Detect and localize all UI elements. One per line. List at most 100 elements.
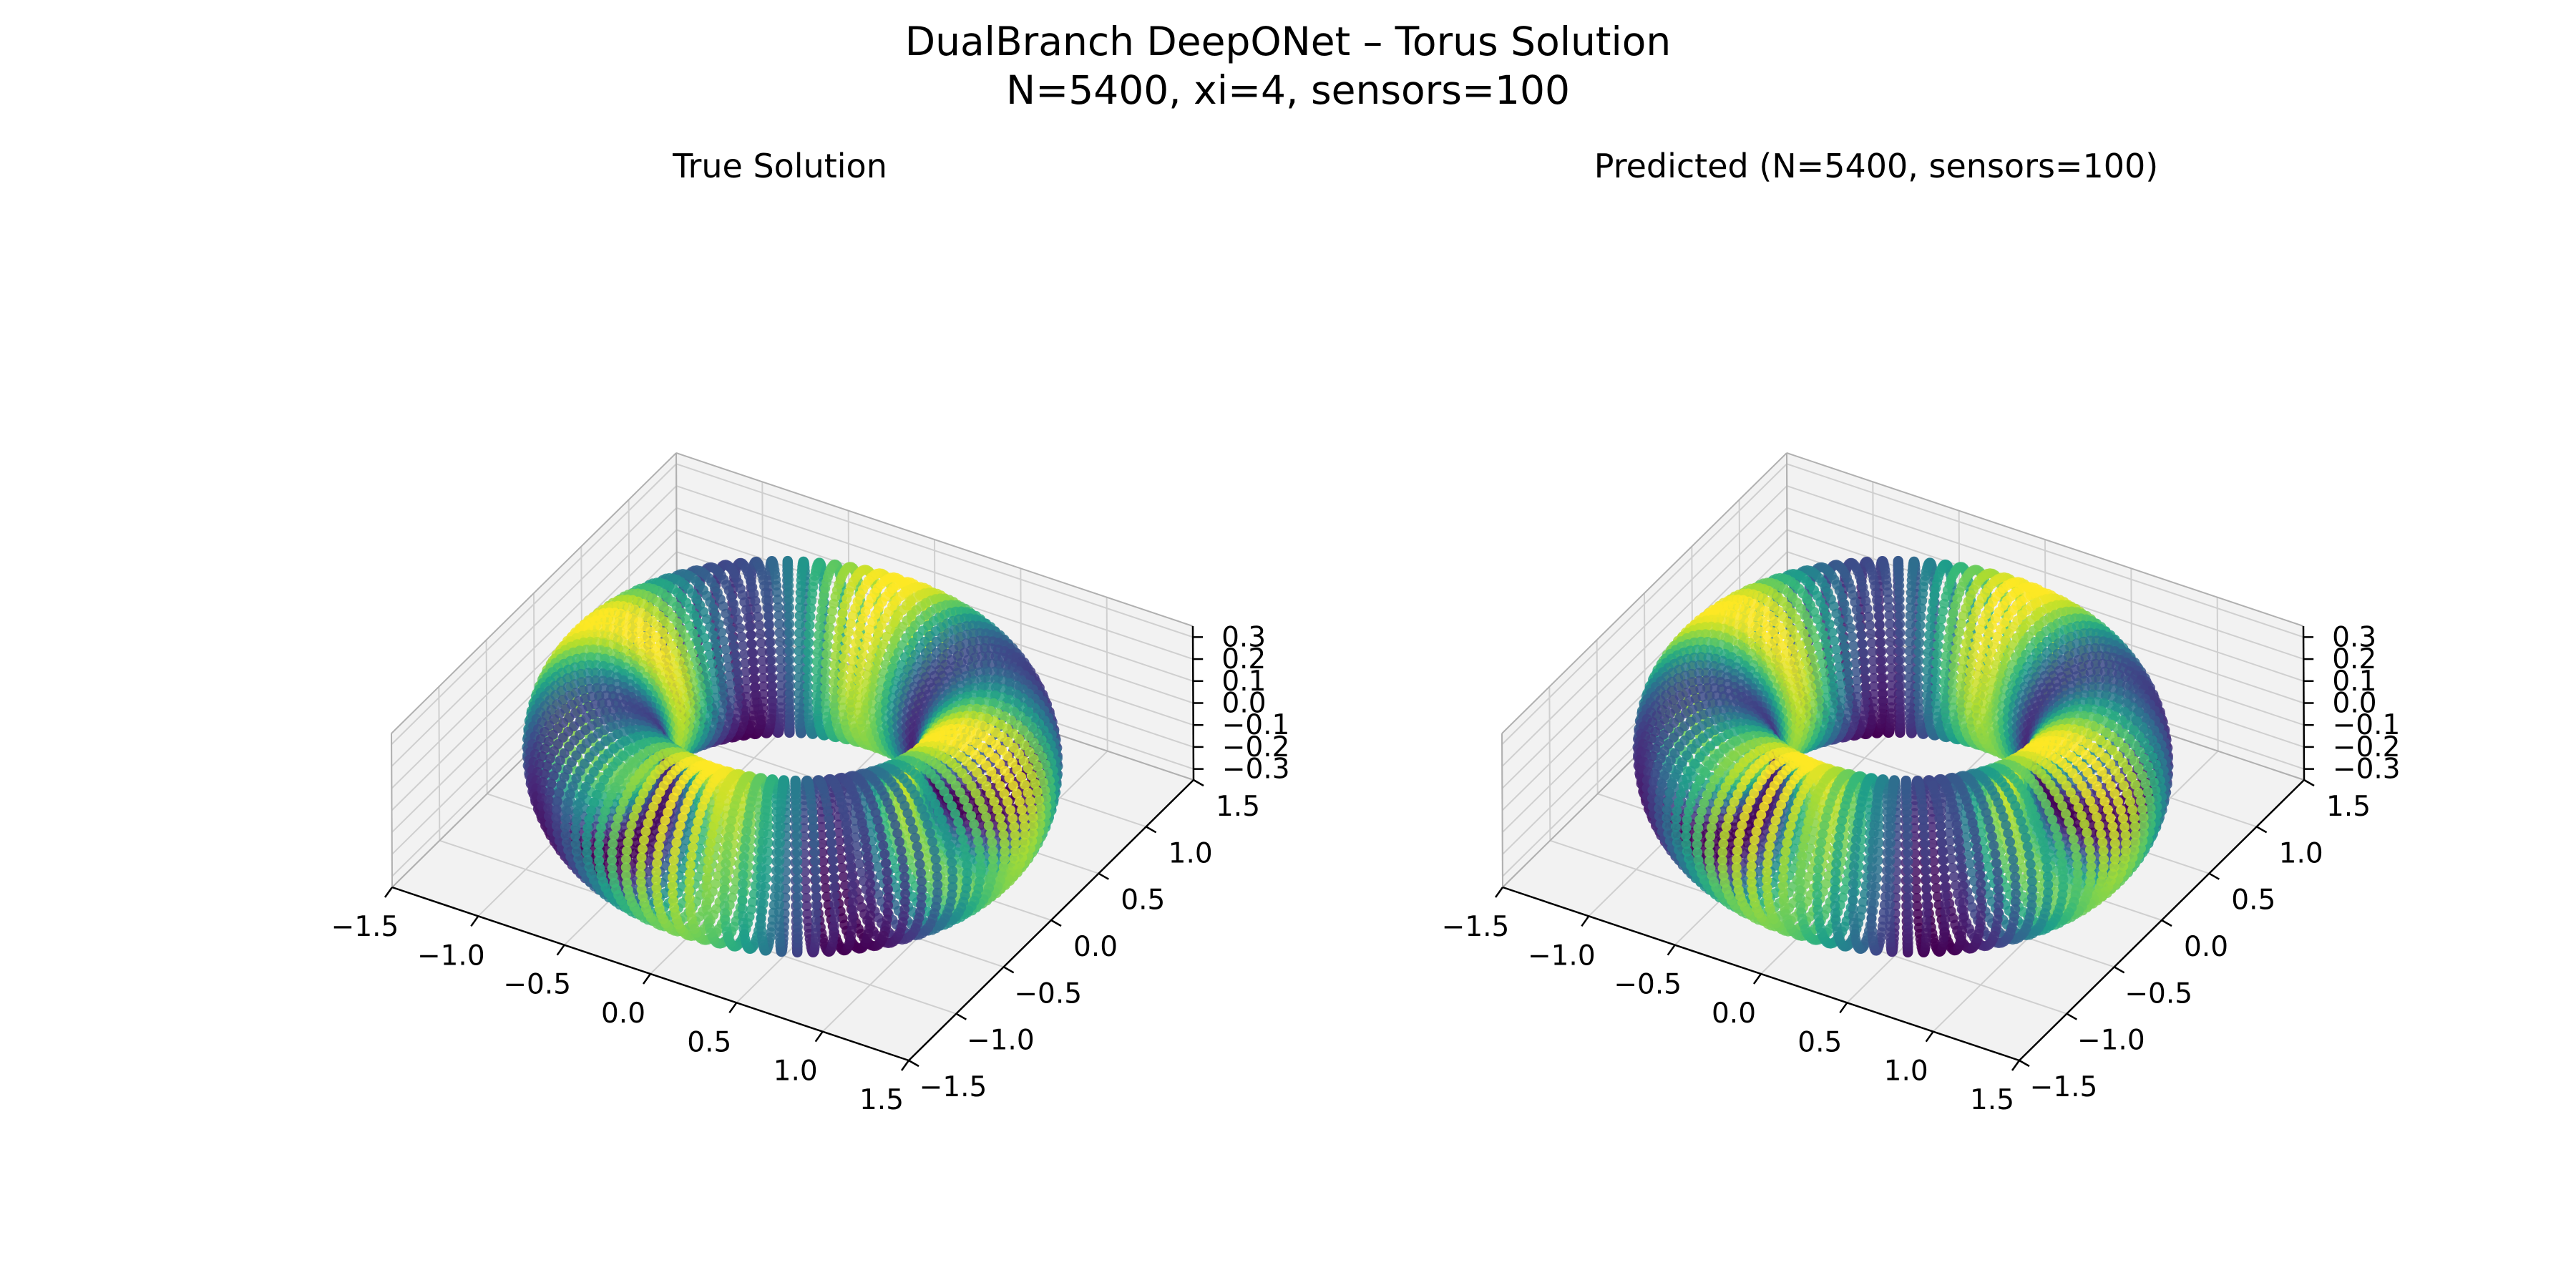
scatter-point: [820, 683, 831, 694]
grid-line: [675, 485, 1194, 660]
x-tick: [642, 973, 652, 985]
scatter-point: [613, 813, 623, 824]
scatter-point: [743, 613, 753, 623]
scatter-point: [794, 619, 805, 630]
scatter-point: [820, 675, 831, 686]
scatter-point: [755, 629, 766, 639]
scatter-point: [725, 679, 736, 690]
scatter-point: [725, 688, 736, 698]
scatter-point: [736, 631, 747, 642]
pane-edge: [675, 452, 1194, 627]
scatter-point: [741, 826, 752, 836]
scatter-point: [785, 713, 795, 724]
pane-edge: [391, 452, 677, 734]
scatter-point: [953, 816, 964, 827]
scatter-point: [819, 874, 830, 884]
scatter-point: [758, 689, 769, 700]
scatter-point: [971, 827, 982, 838]
scatter-point: [837, 670, 848, 681]
scatter-point: [773, 602, 784, 613]
scatter-point: [831, 642, 842, 653]
scatter-point: [624, 829, 635, 839]
scatter-point: [983, 820, 994, 831]
scatter-point: [572, 806, 583, 816]
scatter-point: [794, 713, 805, 724]
scatter-point: [774, 610, 784, 621]
scatter-point: [775, 654, 786, 665]
scatter-point: [775, 713, 786, 724]
scatter-point: [849, 646, 859, 657]
scatter-point: [741, 605, 751, 615]
scatter-point: [804, 714, 814, 725]
scatter-point: [864, 661, 874, 672]
x-tick: [728, 1002, 738, 1014]
scatter-point: [829, 685, 839, 696]
scatter-point: [795, 602, 805, 613]
figure-title-line2: N=5400, xi=4, sensors=100: [1006, 67, 1570, 113]
scatter-point: [723, 662, 734, 673]
scatter-point: [806, 595, 817, 606]
scatter-point: [829, 668, 839, 679]
scatter-point: [846, 673, 857, 683]
grid-line: [391, 463, 677, 746]
scatter-point: [855, 621, 866, 632]
scatter-point: [832, 633, 843, 643]
scatter-point: [725, 625, 736, 635]
scatter-point: [826, 614, 836, 625]
scatter-point: [684, 620, 695, 631]
y-tick: [1050, 919, 1062, 927]
scatter-point: [987, 837, 997, 848]
scatter-point: [638, 844, 648, 854]
scatter-point: [705, 622, 716, 633]
scatter-point: [776, 663, 786, 674]
panel-true-solution: True Solution −1.5−1.0−0.50.00.51.01.5 −1…: [331, 147, 1290, 1116]
scatter-point: [833, 723, 844, 734]
scatter-point: [775, 636, 786, 647]
scatter-point: [940, 823, 950, 834]
scatter-point: [811, 656, 822, 667]
scatter-point: [675, 820, 686, 831]
scatter-point: [689, 833, 700, 844]
scatter-point: [927, 836, 937, 847]
scatter-point: [925, 828, 935, 839]
x-tick: [814, 1030, 824, 1043]
scatter-point: [812, 648, 823, 658]
scatter-point: [794, 688, 804, 699]
scatter-point: [609, 830, 620, 841]
scatter-point: [756, 647, 767, 657]
scatter-point: [806, 603, 816, 614]
grid-line: [391, 507, 678, 789]
x-tick: [900, 1060, 910, 1071]
figure-title-line1: DualBranch DeepONet – Torus Solution: [905, 19, 1672, 64]
scatter-point: [859, 640, 870, 651]
scatter-point: [707, 829, 718, 839]
scatter-point: [844, 627, 854, 638]
scatter-point: [829, 660, 840, 670]
scatter-point: [734, 623, 745, 633]
scatter-point: [723, 831, 734, 842]
scatter-point: [718, 601, 728, 612]
scatter-point: [744, 621, 755, 632]
scatter-point: [811, 665, 822, 675]
scatter-point: [758, 673, 769, 683]
scatter-point: [837, 608, 848, 619]
scatter-point: [640, 826, 651, 837]
scatter-point: [847, 610, 858, 621]
y-tick: [1193, 779, 1204, 787]
scatter-point: [653, 849, 663, 860]
scatter-point: [776, 688, 786, 698]
scatter-point: [767, 688, 778, 699]
scatter-point: [985, 829, 996, 839]
scatter-point: [748, 657, 759, 667]
scatter-point: [776, 680, 786, 691]
scatter-point: [702, 641, 713, 652]
scatter-point: [859, 826, 869, 836]
scatter-point: [803, 664, 813, 675]
scatter-point: [784, 619, 795, 629]
scatter-point: [814, 621, 825, 632]
scatter-point: [824, 721, 834, 732]
scatter-point: [854, 675, 864, 686]
scatter-point: [867, 644, 878, 655]
scatter-point: [713, 619, 724, 630]
